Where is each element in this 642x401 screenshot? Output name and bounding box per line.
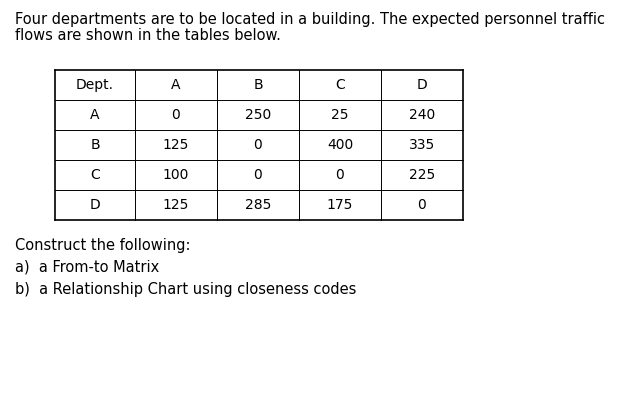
Text: a)  a From-to Matrix: a) a From-to Matrix [15, 260, 159, 275]
Text: 225: 225 [409, 168, 435, 182]
Text: 100: 100 [163, 168, 189, 182]
Text: 400: 400 [327, 138, 353, 152]
Text: 25: 25 [331, 108, 349, 122]
Text: D: D [417, 78, 428, 92]
Text: 0: 0 [336, 168, 344, 182]
Text: C: C [335, 78, 345, 92]
Text: 175: 175 [327, 198, 353, 212]
Text: 285: 285 [245, 198, 271, 212]
Text: 335: 335 [409, 138, 435, 152]
Text: 125: 125 [163, 138, 189, 152]
Text: 240: 240 [409, 108, 435, 122]
Text: A: A [91, 108, 100, 122]
Text: B: B [253, 78, 263, 92]
Text: 250: 250 [245, 108, 271, 122]
Text: 0: 0 [254, 168, 263, 182]
Text: flows are shown in the tables below.: flows are shown in the tables below. [15, 28, 281, 43]
Text: A: A [171, 78, 181, 92]
Text: D: D [90, 198, 100, 212]
Text: Construct the following:: Construct the following: [15, 238, 191, 253]
Text: 0: 0 [418, 198, 426, 212]
Text: Dept.: Dept. [76, 78, 114, 92]
Text: b)  a Relationship Chart using closeness codes: b) a Relationship Chart using closeness … [15, 282, 356, 297]
Text: B: B [90, 138, 100, 152]
Text: 0: 0 [171, 108, 180, 122]
Text: 125: 125 [163, 198, 189, 212]
Text: 0: 0 [254, 138, 263, 152]
Text: C: C [90, 168, 100, 182]
Text: Four departments are to be located in a building. The expected personnel traffic: Four departments are to be located in a … [15, 12, 605, 27]
